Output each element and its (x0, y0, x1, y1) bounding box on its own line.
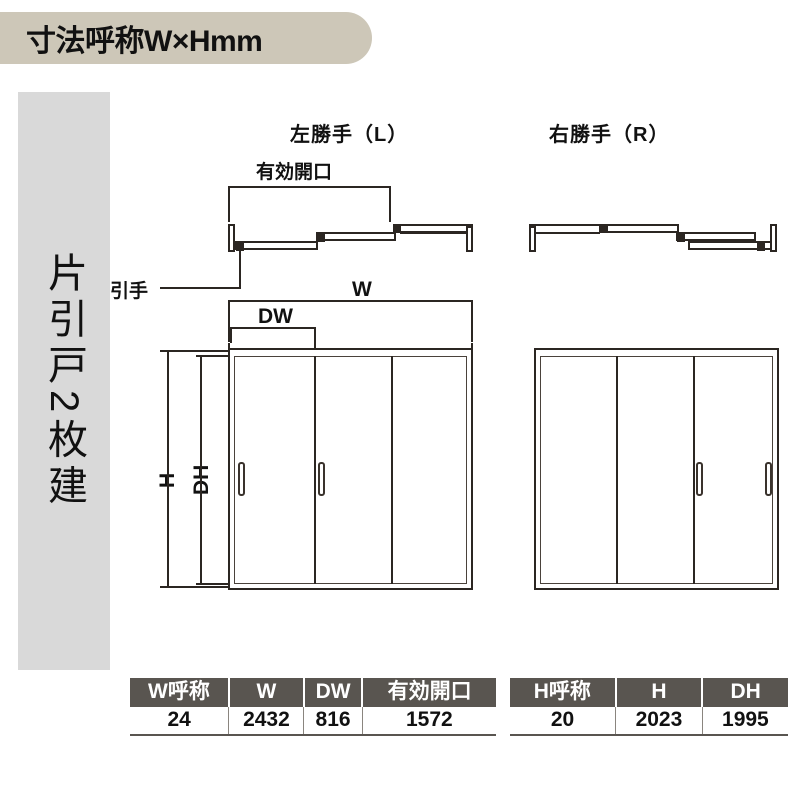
dw-dim-label: DW (258, 305, 293, 328)
height-table-header-1: H (615, 678, 704, 708)
height-table-header-0: H呼称 (510, 678, 617, 708)
elevation-handle-1-L (238, 462, 245, 496)
plan-handle-nub-2-R (677, 234, 685, 242)
category-label: 片引戸2枚建 (42, 251, 86, 511)
height-spec-table: H呼称 H DH 20 2023 1995 (510, 678, 788, 737)
height-table-cell-0-2: 1995 (702, 707, 788, 737)
page-title: 寸法呼称W×Hmm (26, 25, 263, 58)
elevation-divider-1-L (314, 356, 316, 584)
effective-opening-dim-line (228, 186, 391, 188)
plan-handle-nub-1-R (757, 243, 765, 251)
plan-right-jamb-R (770, 224, 777, 252)
plan-left-jamb-R (529, 226, 536, 252)
pull-handle-leader-h (160, 287, 240, 289)
effective-opening-tick-right (389, 186, 391, 222)
h-dim-line (167, 350, 169, 588)
w-dim-label: W (352, 278, 372, 301)
dw-tick-right (314, 327, 316, 343)
w-dim-line (228, 300, 473, 302)
right-view-title: 右勝手（R） (549, 124, 670, 146)
plan-left-jamb-L (228, 224, 235, 252)
table-row: 20 2023 1995 (510, 707, 788, 737)
width-table-cell-0-0: 24 (130, 707, 230, 737)
left-view-title: 左勝手（L） (290, 124, 409, 146)
dh-tick-bottom (196, 583, 230, 585)
elevation-handle-1-R (765, 462, 772, 496)
effective-opening-tick-left (228, 186, 230, 222)
plan-handle-nub-2-L (317, 234, 325, 242)
dh-dim-label: DH (190, 465, 214, 495)
height-table-cell-0-1: 2023 (615, 707, 703, 737)
width-table-header-2: DW (303, 678, 364, 708)
plan-wall-line2-L (400, 232, 470, 234)
dh-dim-line (200, 355, 202, 585)
height-table-body: 20 2023 1995 (510, 707, 788, 737)
elevation-handle-2-L (318, 462, 325, 496)
width-table-header-row: W呼称 W DW 有効開口 (130, 678, 496, 708)
plan-leaf-2-R (676, 232, 756, 241)
elevation-divider-2-L (391, 356, 393, 584)
plan-handle-nub-3-L (394, 226, 401, 233)
dh-tick-top (196, 355, 230, 357)
elevation-divider-2-R (693, 356, 695, 584)
width-table-header-0: W呼称 (130, 678, 230, 708)
pull-handle-label: 引手 (110, 281, 149, 302)
width-table-header-1: W (228, 678, 305, 708)
h-tick-top (160, 350, 230, 352)
elevation-inner-R (540, 356, 773, 584)
pull-handle-leader-v (239, 247, 241, 289)
header-banner (0, 12, 372, 64)
effective-opening-label: 有効開口 (256, 162, 333, 183)
plan-wall-line-R (529, 224, 607, 226)
plan-wall-panel-R (599, 224, 679, 233)
height-table-header-2: DH (702, 678, 788, 708)
w-tick-left (228, 300, 230, 342)
plan-leaf-2-L (316, 232, 396, 241)
dw-tick-left (230, 327, 232, 343)
dw-dim-line (230, 327, 316, 329)
plan-right-jamb-L (466, 226, 473, 252)
height-table-header-row: H呼称 H DH (510, 678, 788, 708)
plan-leaf-1-L (234, 241, 318, 250)
plan-wall-line-L (393, 224, 471, 226)
h-tick-bottom (160, 586, 230, 588)
height-table-cell-0-0: 20 (510, 707, 617, 737)
width-table-header-3: 有効開口 (362, 678, 496, 708)
width-table-cell-0-2: 816 (303, 707, 363, 737)
category-sidebar (18, 92, 110, 670)
w-tick-right (471, 300, 473, 342)
plan-wall-line2-R (530, 232, 600, 234)
width-spec-table: W呼称 W DW 有効開口 24 2432 816 1572 (130, 678, 496, 737)
width-table-cell-0-3: 1572 (362, 707, 496, 737)
width-table-body: 24 2432 816 1572 (130, 707, 496, 737)
width-table-cell-0-1: 2432 (228, 707, 305, 737)
elevation-divider-1-R (616, 356, 618, 584)
plan-handle-nub-3-R (601, 226, 608, 233)
elevation-handle-2-R (696, 462, 703, 496)
elevation-inner-L (234, 356, 467, 584)
table-row: 24 2432 816 1572 (130, 707, 496, 737)
